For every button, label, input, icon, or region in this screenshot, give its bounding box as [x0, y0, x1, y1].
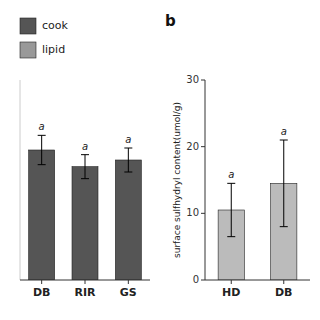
y-tick	[201, 280, 205, 281]
error-bar	[81, 155, 89, 179]
y-axis	[205, 80, 206, 280]
y-tick	[201, 146, 205, 147]
x-tick-label: HD	[222, 286, 240, 299]
error-cap	[124, 148, 132, 149]
y-tick	[201, 80, 205, 81]
y-axis	[20, 80, 21, 280]
bars	[29, 135, 142, 280]
annotation: a	[281, 126, 287, 137]
legend-swatch	[20, 42, 36, 58]
error-cap	[81, 178, 89, 179]
error-bar	[124, 148, 132, 172]
x-tick	[128, 280, 129, 284]
y-label: surface sulfhydryl content(umol/g)	[172, 102, 182, 258]
error-line	[85, 155, 86, 179]
error-cap	[124, 172, 132, 173]
y-tick-label: 0	[193, 274, 199, 285]
error-line	[231, 183, 232, 236]
error-cap	[81, 154, 89, 155]
y-tick-label: 10	[186, 207, 199, 218]
annotation: a	[125, 134, 131, 145]
error-cap	[280, 140, 288, 141]
legend-label: lipid	[42, 43, 65, 56]
error-cap	[227, 183, 235, 184]
annotation: a	[228, 169, 234, 180]
x-tick-label: DB	[275, 286, 293, 299]
error-cap	[280, 226, 288, 227]
x-tick-label: DB	[33, 286, 51, 299]
bar	[72, 167, 98, 280]
x-tick-label: GS	[120, 286, 137, 299]
legend-label: cook	[42, 19, 69, 32]
x-tick	[41, 280, 42, 284]
error-bar	[227, 183, 235, 236]
x-tick	[85, 280, 86, 284]
error-line	[128, 148, 129, 172]
error-cap	[227, 236, 235, 237]
bar	[29, 150, 55, 280]
x-axis	[205, 280, 310, 281]
legend-swatch	[20, 18, 36, 34]
y-tick-label: 20	[186, 141, 199, 152]
annotation: a	[82, 141, 88, 152]
y-tick	[201, 213, 205, 214]
error-line	[283, 140, 284, 227]
x-tick	[231, 280, 232, 284]
x-tick	[283, 280, 284, 284]
error-bar	[280, 140, 288, 227]
bars	[218, 140, 297, 280]
x-tick-label: RIR	[74, 286, 96, 299]
error-cap	[38, 135, 46, 136]
annotation: a	[39, 121, 45, 132]
chart: a a a DB RIR GS cook lipid 0 10 20 30 a a HD DB surface …	[0, 0, 320, 320]
panel: a a a DB RIR GS cook lipid	[20, 18, 150, 299]
title: b	[165, 12, 176, 30]
legend: cook lipid	[20, 18, 69, 58]
error-bar	[38, 135, 46, 164]
error-line	[41, 135, 42, 164]
panel: 0 10 20 30 a a HD DB surface sulfhydryl content(…	[165, 12, 310, 299]
y-tick-label: 30	[186, 74, 199, 85]
error-cap	[38, 164, 46, 165]
bar	[115, 160, 141, 280]
